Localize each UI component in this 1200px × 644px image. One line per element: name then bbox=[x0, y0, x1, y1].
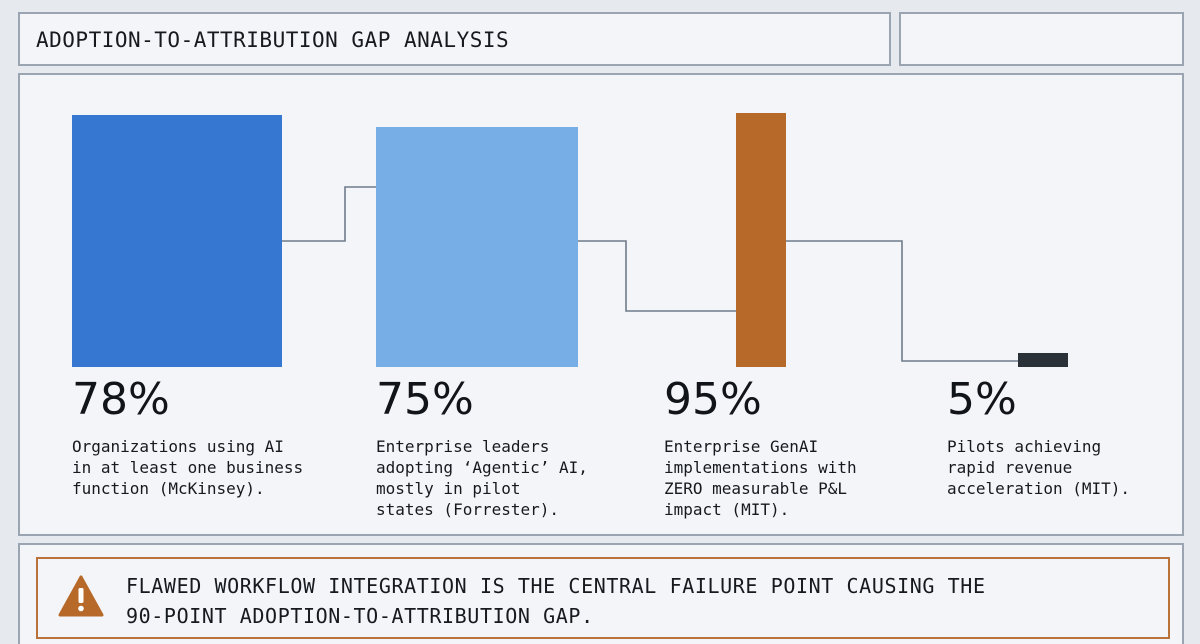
stat-value: 75% bbox=[376, 374, 474, 425]
stat-description: Enterprise leaders adopting ‘Agentic’ AI… bbox=[376, 437, 588, 519]
gap-chart bbox=[72, 113, 1068, 367]
alert-panel: FLAWED WORKFLOW INTEGRATION IS THE CENTR… bbox=[18, 543, 1184, 644]
stat-value: 5% bbox=[947, 374, 1017, 425]
stat-description: Pilots achieving rapid revenue accelerat… bbox=[947, 437, 1131, 498]
warning-triangle-icon bbox=[58, 575, 104, 617]
bar-4 bbox=[1018, 353, 1068, 367]
stat-description: Organizations using AI in at least one b… bbox=[72, 437, 304, 498]
bar-3 bbox=[736, 113, 786, 367]
alert-box: FLAWED WORKFLOW INTEGRATION IS THE CENTR… bbox=[36, 557, 1170, 639]
title-panel: ADOPTION-TO-ATTRIBUTION GAP ANALYSIS bbox=[18, 12, 891, 66]
chart-panel: 78% 75% 95% 5% Organizations using AI in… bbox=[18, 73, 1184, 536]
stat-value: 95% bbox=[664, 374, 762, 425]
page-title: ADOPTION-TO-ATTRIBUTION GAP ANALYSIS bbox=[36, 28, 510, 52]
step-connector-line bbox=[282, 186, 1018, 362]
stat-description: Enterprise GenAI implementations with ZE… bbox=[664, 437, 857, 519]
bar-1 bbox=[72, 115, 282, 367]
stat-value: 78% bbox=[72, 374, 170, 425]
side-panel bbox=[899, 12, 1184, 66]
bar-2 bbox=[376, 127, 578, 367]
alert-message: FLAWED WORKFLOW INTEGRATION IS THE CENTR… bbox=[126, 574, 986, 628]
